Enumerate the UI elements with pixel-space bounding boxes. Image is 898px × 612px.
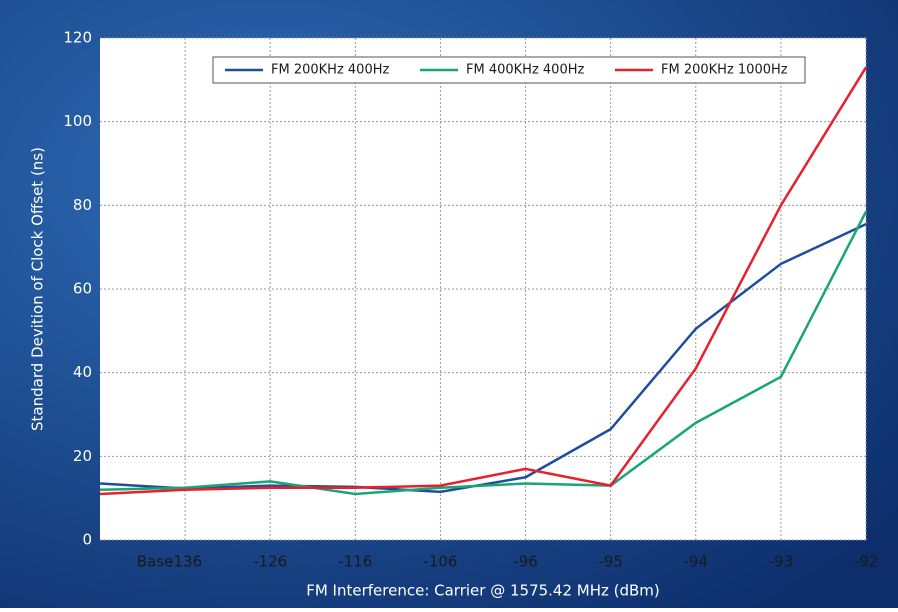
plot-area: [100, 38, 866, 540]
legend-box: [212, 56, 806, 84]
y-tick-label: 40: [73, 363, 92, 381]
y-tick-label: 120: [63, 29, 92, 47]
y-tick-label: 100: [63, 112, 92, 130]
x-tick-label: -126: [253, 553, 287, 571]
x-tick-label: Base: [137, 553, 174, 571]
x-tick-label: -93: [769, 553, 794, 571]
x-tick-label: -116: [338, 553, 372, 571]
y-tick-label: 80: [73, 196, 92, 214]
y-axis-title: Standard Devition of Clock Offset (ns): [29, 147, 47, 431]
y-tick-label: 60: [73, 280, 92, 298]
x-axis-title: FM Interference: Carrier @ 1575.42 MHz (…: [306, 582, 660, 600]
data-line: [99, 66, 868, 496]
legend-label: FM 200KHz 400Hz: [271, 63, 389, 78]
x-tick-label: -106: [423, 553, 457, 571]
y-tick-label: 20: [73, 447, 92, 465]
y-tick-label: 0: [82, 531, 92, 549]
data-line: [99, 211, 868, 496]
x-tick-label: -95: [598, 553, 623, 571]
x-tick-label: -136: [168, 553, 202, 571]
x-tick-label: -92: [854, 553, 879, 571]
x-tick-label: -96: [513, 553, 538, 571]
legend-label: FM 200KHz 1000Hz: [661, 63, 788, 78]
x-tick-label: -94: [684, 553, 709, 571]
legend-label: FM 400KHz 400Hz: [466, 63, 584, 78]
